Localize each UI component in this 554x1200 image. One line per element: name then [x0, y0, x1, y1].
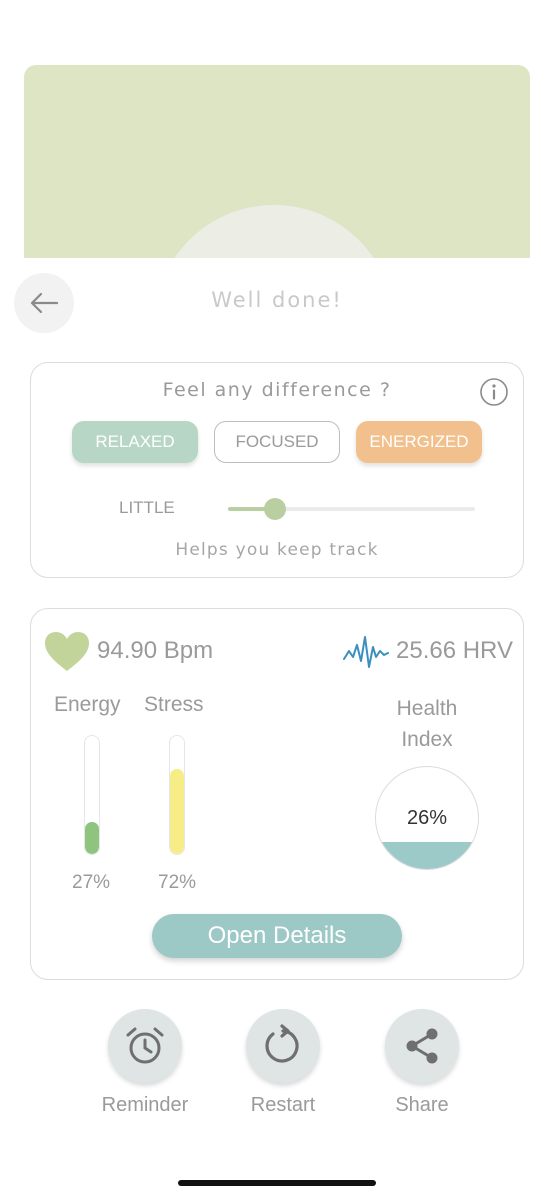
bpm-value: 94.90 Bpm [97, 637, 214, 664]
arrow-left-icon [30, 292, 59, 314]
stress-label: Stress [144, 693, 204, 716]
reminder-label: Reminder [101, 1094, 189, 1116]
home-indicator[interactable] [178, 1180, 376, 1186]
feedback-question: Feel any difference ? [162, 379, 392, 401]
intensity-label: LITTLE [119, 498, 175, 517]
intensity-slider[interactable] [228, 498, 475, 520]
heart-icon [45, 632, 89, 671]
hero-circle-shape [154, 205, 394, 258]
mood-energized-button[interactable]: ENERGIZED [356, 421, 482, 463]
health-index-label: Health Index [367, 693, 487, 755]
share-label: Share [395, 1094, 449, 1116]
stress-bar [169, 735, 185, 855]
health-index-gauge: 26% [375, 766, 479, 870]
restart-button[interactable] [246, 1009, 320, 1083]
energy-bar [84, 735, 100, 855]
mood-relaxed-button[interactable]: RELAXED [72, 421, 198, 463]
back-button[interactable] [14, 273, 74, 333]
alarm-clock-icon [126, 1027, 164, 1064]
stats-card: 94.90 Bpm 25.66 HRV Energy Stress Health… [30, 608, 524, 980]
open-details-button[interactable]: Open Details [152, 914, 402, 958]
intensity-slider-thumb[interactable] [263, 498, 286, 520]
info-icon[interactable] [479, 377, 509, 407]
health-index-label-line1: Health [396, 697, 458, 720]
heartbeat-wave-icon [343, 636, 389, 668]
page-title: Well done! [211, 288, 343, 312]
reminder-button[interactable] [108, 1009, 182, 1083]
restart-icon [265, 1024, 299, 1063]
energy-label: Energy [54, 693, 121, 716]
intensity-slider-fill [228, 507, 275, 511]
feedback-card: Feel any difference ? RELAXED FOCUSED EN… [30, 362, 524, 578]
energy-bar-fill [85, 822, 99, 854]
share-button[interactable] [385, 1009, 459, 1083]
mood-focused-button[interactable]: FOCUSED [214, 421, 340, 463]
session-hero-image [24, 65, 530, 258]
health-index-gauge-fill [376, 842, 478, 869]
feedback-hint: Helps you keep track [175, 540, 379, 560]
stress-percent: 72% [158, 872, 197, 893]
share-icon [406, 1028, 438, 1064]
hrv-value: 25.66 HRV [396, 637, 513, 664]
energy-percent: 27% [72, 872, 111, 893]
stress-bar-fill [170, 769, 184, 854]
restart-label: Restart [250, 1094, 316, 1116]
health-index-label-line2: Index [401, 728, 453, 751]
health-index-value: 26% [406, 807, 448, 829]
